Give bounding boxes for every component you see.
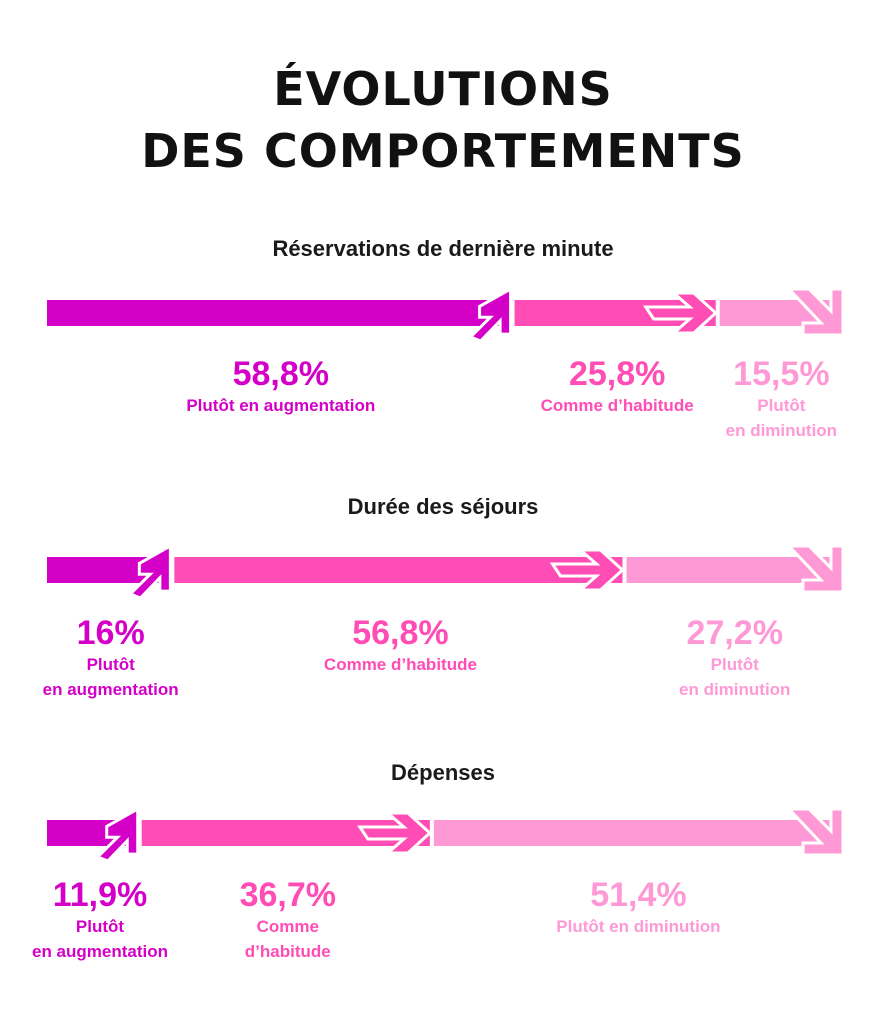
bar-segment-diminution bbox=[433, 820, 843, 846]
segment-category-label: Comme bbox=[256, 917, 319, 936]
chart-title-reservations: Réservations de dernière minute bbox=[272, 236, 614, 261]
segment-percentage: 51,4% bbox=[590, 876, 687, 914]
bar-segment-habitude bbox=[174, 557, 623, 583]
segment-percentage: 58,8% bbox=[232, 355, 329, 393]
segment-label: 58,8% Plutôt en augmentation bbox=[186, 355, 375, 418]
segment-category-label: Plutôt bbox=[86, 655, 135, 674]
chart-title-duree: Durée des séjours bbox=[347, 494, 539, 519]
segment-category-label: en augmentation bbox=[31, 942, 169, 961]
segment-percentage: 36,7% bbox=[239, 876, 336, 914]
segment-label: 56,8% Comme d’habitude bbox=[324, 614, 477, 677]
bar-segment-augmentation bbox=[47, 300, 511, 326]
arrow-right-icon bbox=[642, 291, 718, 335]
segment-category-label: en diminution bbox=[679, 680, 791, 699]
segment-category-label: Plutôt bbox=[75, 917, 125, 936]
arrow-down-right-icon bbox=[785, 544, 845, 594]
segment-label: 11,9% Plutôt en augmentation bbox=[32, 876, 168, 964]
segment-percentage: 27,2% bbox=[686, 614, 783, 652]
segment-label: 15,5% Plutôt en diminution bbox=[726, 355, 837, 443]
arrow-up-right-icon bbox=[95, 806, 140, 863]
arrow-right-icon bbox=[549, 548, 625, 592]
segment-label: 36,7% Comme d’habitude bbox=[240, 876, 336, 964]
bar-row-2 bbox=[47, 806, 845, 863]
segment-category-label: d’habitude bbox=[244, 942, 331, 961]
arrow-down-right-icon bbox=[785, 287, 845, 337]
segment-category-label: en augmentation bbox=[42, 680, 179, 699]
bar-row-0 bbox=[47, 286, 845, 343]
segment-category-label: Plutôt en diminution bbox=[556, 917, 721, 936]
segment-category-label: en diminution bbox=[725, 421, 838, 440]
bar-row-1 bbox=[47, 543, 845, 600]
segment-percentage: 15,5% bbox=[733, 355, 830, 393]
segment-label: 25,8% Comme d’habitude bbox=[541, 355, 694, 418]
segment-category-label: Plutôt bbox=[710, 655, 759, 674]
arrow-right-icon bbox=[357, 811, 433, 855]
page-title-line2: DES COMPORTEMENTS bbox=[141, 124, 745, 178]
segment-category-label: Plutôt en augmentation bbox=[186, 396, 376, 415]
arrow-up-right-icon bbox=[127, 543, 172, 600]
arrow-up-right-icon bbox=[467, 286, 513, 343]
segment-label: 51,4% Plutôt en diminution bbox=[556, 876, 720, 939]
segment-percentage: 16% bbox=[76, 614, 145, 652]
segment-percentage: 56,8% bbox=[352, 614, 449, 652]
segment-category-label: Plutôt bbox=[757, 396, 806, 415]
page-title-line1: ÉVOLUTIONS bbox=[273, 62, 613, 116]
segment-percentage: 25,8% bbox=[568, 355, 666, 393]
arrow-down-right-icon bbox=[785, 807, 845, 857]
segment-percentage: 11,9% bbox=[52, 876, 148, 914]
segment-label: 27,2% Plutôt en diminution bbox=[679, 614, 790, 702]
chart-title-depenses: Dépenses bbox=[391, 760, 495, 785]
segment-category-label: Comme d’habitude bbox=[323, 655, 477, 674]
segment-label: 16% Plutôt en augmentation bbox=[43, 614, 179, 702]
segment-category-label: Comme d’habitude bbox=[540, 396, 694, 415]
